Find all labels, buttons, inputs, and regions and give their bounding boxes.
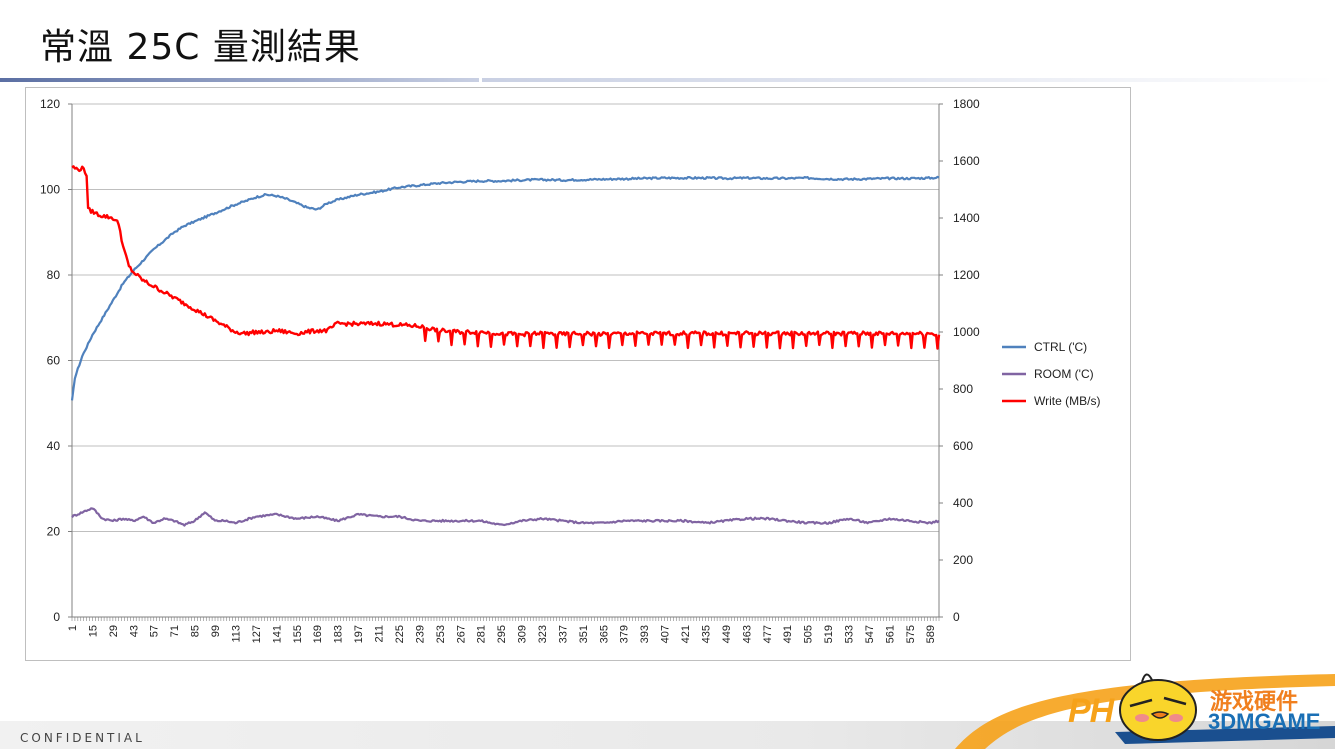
- footer-confidential: CONFIDENTIAL: [20, 731, 145, 745]
- x-tick-label: 169: [312, 625, 324, 643]
- x-tick-label: 141: [271, 625, 283, 643]
- series-line-ctrl: [70, 175, 940, 401]
- x-tick-label: 379: [619, 625, 631, 643]
- x-tick-label: 463: [741, 625, 753, 643]
- x-tick-label: 253: [435, 625, 447, 643]
- legend-label: Write (MB/s): [1034, 394, 1100, 408]
- x-tick-label: 197: [353, 625, 365, 643]
- x-tick-label: 547: [864, 625, 876, 643]
- x-tick-label: 505: [803, 625, 815, 643]
- y-right-tick-label: 1200: [953, 268, 980, 282]
- x-tick-label: 267: [455, 625, 467, 643]
- title-rule: [0, 78, 1335, 82]
- y-right-tick-label: 1800: [953, 97, 980, 111]
- x-tick-label: 57: [149, 625, 161, 637]
- x-tick-label: 477: [762, 625, 774, 643]
- x-tick-label: 309: [517, 625, 529, 643]
- watermark-en-text: 3DMGAME: [1208, 709, 1321, 734]
- x-tick-label: 435: [700, 625, 712, 643]
- page-title: 常溫 25C 量測結果: [40, 27, 361, 68]
- chick-mascot-icon: [1119, 673, 1197, 741]
- x-tick-label: 589: [925, 625, 937, 643]
- x-tick-label: 449: [721, 625, 733, 643]
- x-tick-label: 281: [476, 625, 488, 643]
- x-tick-label: 365: [598, 625, 610, 643]
- y-left-tick-label: 20: [47, 525, 61, 539]
- x-tick-label: 43: [128, 625, 140, 637]
- x-tick-label: 15: [87, 625, 99, 637]
- series-line-room: [71, 507, 940, 527]
- y-right-tick-label: 1000: [953, 325, 980, 339]
- x-tick-label: 183: [333, 625, 345, 643]
- x-tick-label: 29: [108, 625, 120, 637]
- x-tick-label: 575: [905, 625, 917, 643]
- y-left-tick-label: 80: [47, 268, 61, 282]
- x-tick-label: 337: [557, 625, 569, 643]
- y-right-tick-label: 200: [953, 553, 973, 567]
- line-chart: 0204060801001200200400600800100012001400…: [40, 97, 1100, 643]
- y-right-tick-label: 1600: [953, 154, 980, 168]
- chart-frame: 0 20 40 60 80 100 120 0 200 400 600 800 1000 1200 1400…: [25, 87, 1131, 661]
- y-right-tick-label: 400: [953, 496, 973, 510]
- brand-logo-text: PH: [1068, 692, 1114, 730]
- x-tick-label: 225: [394, 625, 406, 643]
- y-left-tick-label: 60: [47, 354, 61, 368]
- x-tick-label: 127: [251, 625, 263, 643]
- x-tick-label: 393: [639, 625, 651, 643]
- x-tick-label: 71: [169, 625, 181, 637]
- x-tick-label: 407: [660, 625, 672, 643]
- legend-label: CTRL ('C): [1034, 340, 1087, 354]
- x-tick-label: 561: [884, 625, 896, 643]
- legend-label: ROOM ('C): [1034, 367, 1094, 381]
- y-right-tick-label: 800: [953, 382, 973, 396]
- x-tick-label: 295: [496, 625, 508, 643]
- y-left-tick-label: 40: [47, 439, 61, 453]
- x-tick-label: 491: [782, 625, 794, 643]
- x-tick-label: 1: [67, 625, 79, 631]
- x-tick-label: 113: [230, 625, 242, 643]
- series-line-write: [71, 165, 941, 350]
- x-tick-label: 155: [292, 625, 304, 643]
- x-tick-label: 99: [210, 625, 222, 637]
- y-right-tick-label: 600: [953, 439, 973, 453]
- x-tick-label: 533: [844, 625, 856, 643]
- watermark-cn-text: 游戏硬件: [1210, 690, 1299, 715]
- x-tick-label: 239: [414, 625, 426, 643]
- x-tick-label: 211: [374, 625, 386, 643]
- y-left-tick-label: 0: [53, 610, 60, 624]
- y-right-tick-label: 0: [953, 610, 960, 624]
- y-left-tick-label: 120: [40, 97, 60, 111]
- x-tick-label: 351: [578, 625, 590, 643]
- y-right-tick-label: 1400: [953, 211, 980, 225]
- footer-band: [0, 721, 1335, 749]
- x-tick-label: 421: [680, 625, 692, 643]
- x-tick-label: 85: [190, 625, 202, 637]
- y-left-tick-label: 100: [40, 183, 60, 197]
- x-tick-label: 519: [823, 625, 835, 643]
- x-tick-label: 323: [537, 625, 549, 643]
